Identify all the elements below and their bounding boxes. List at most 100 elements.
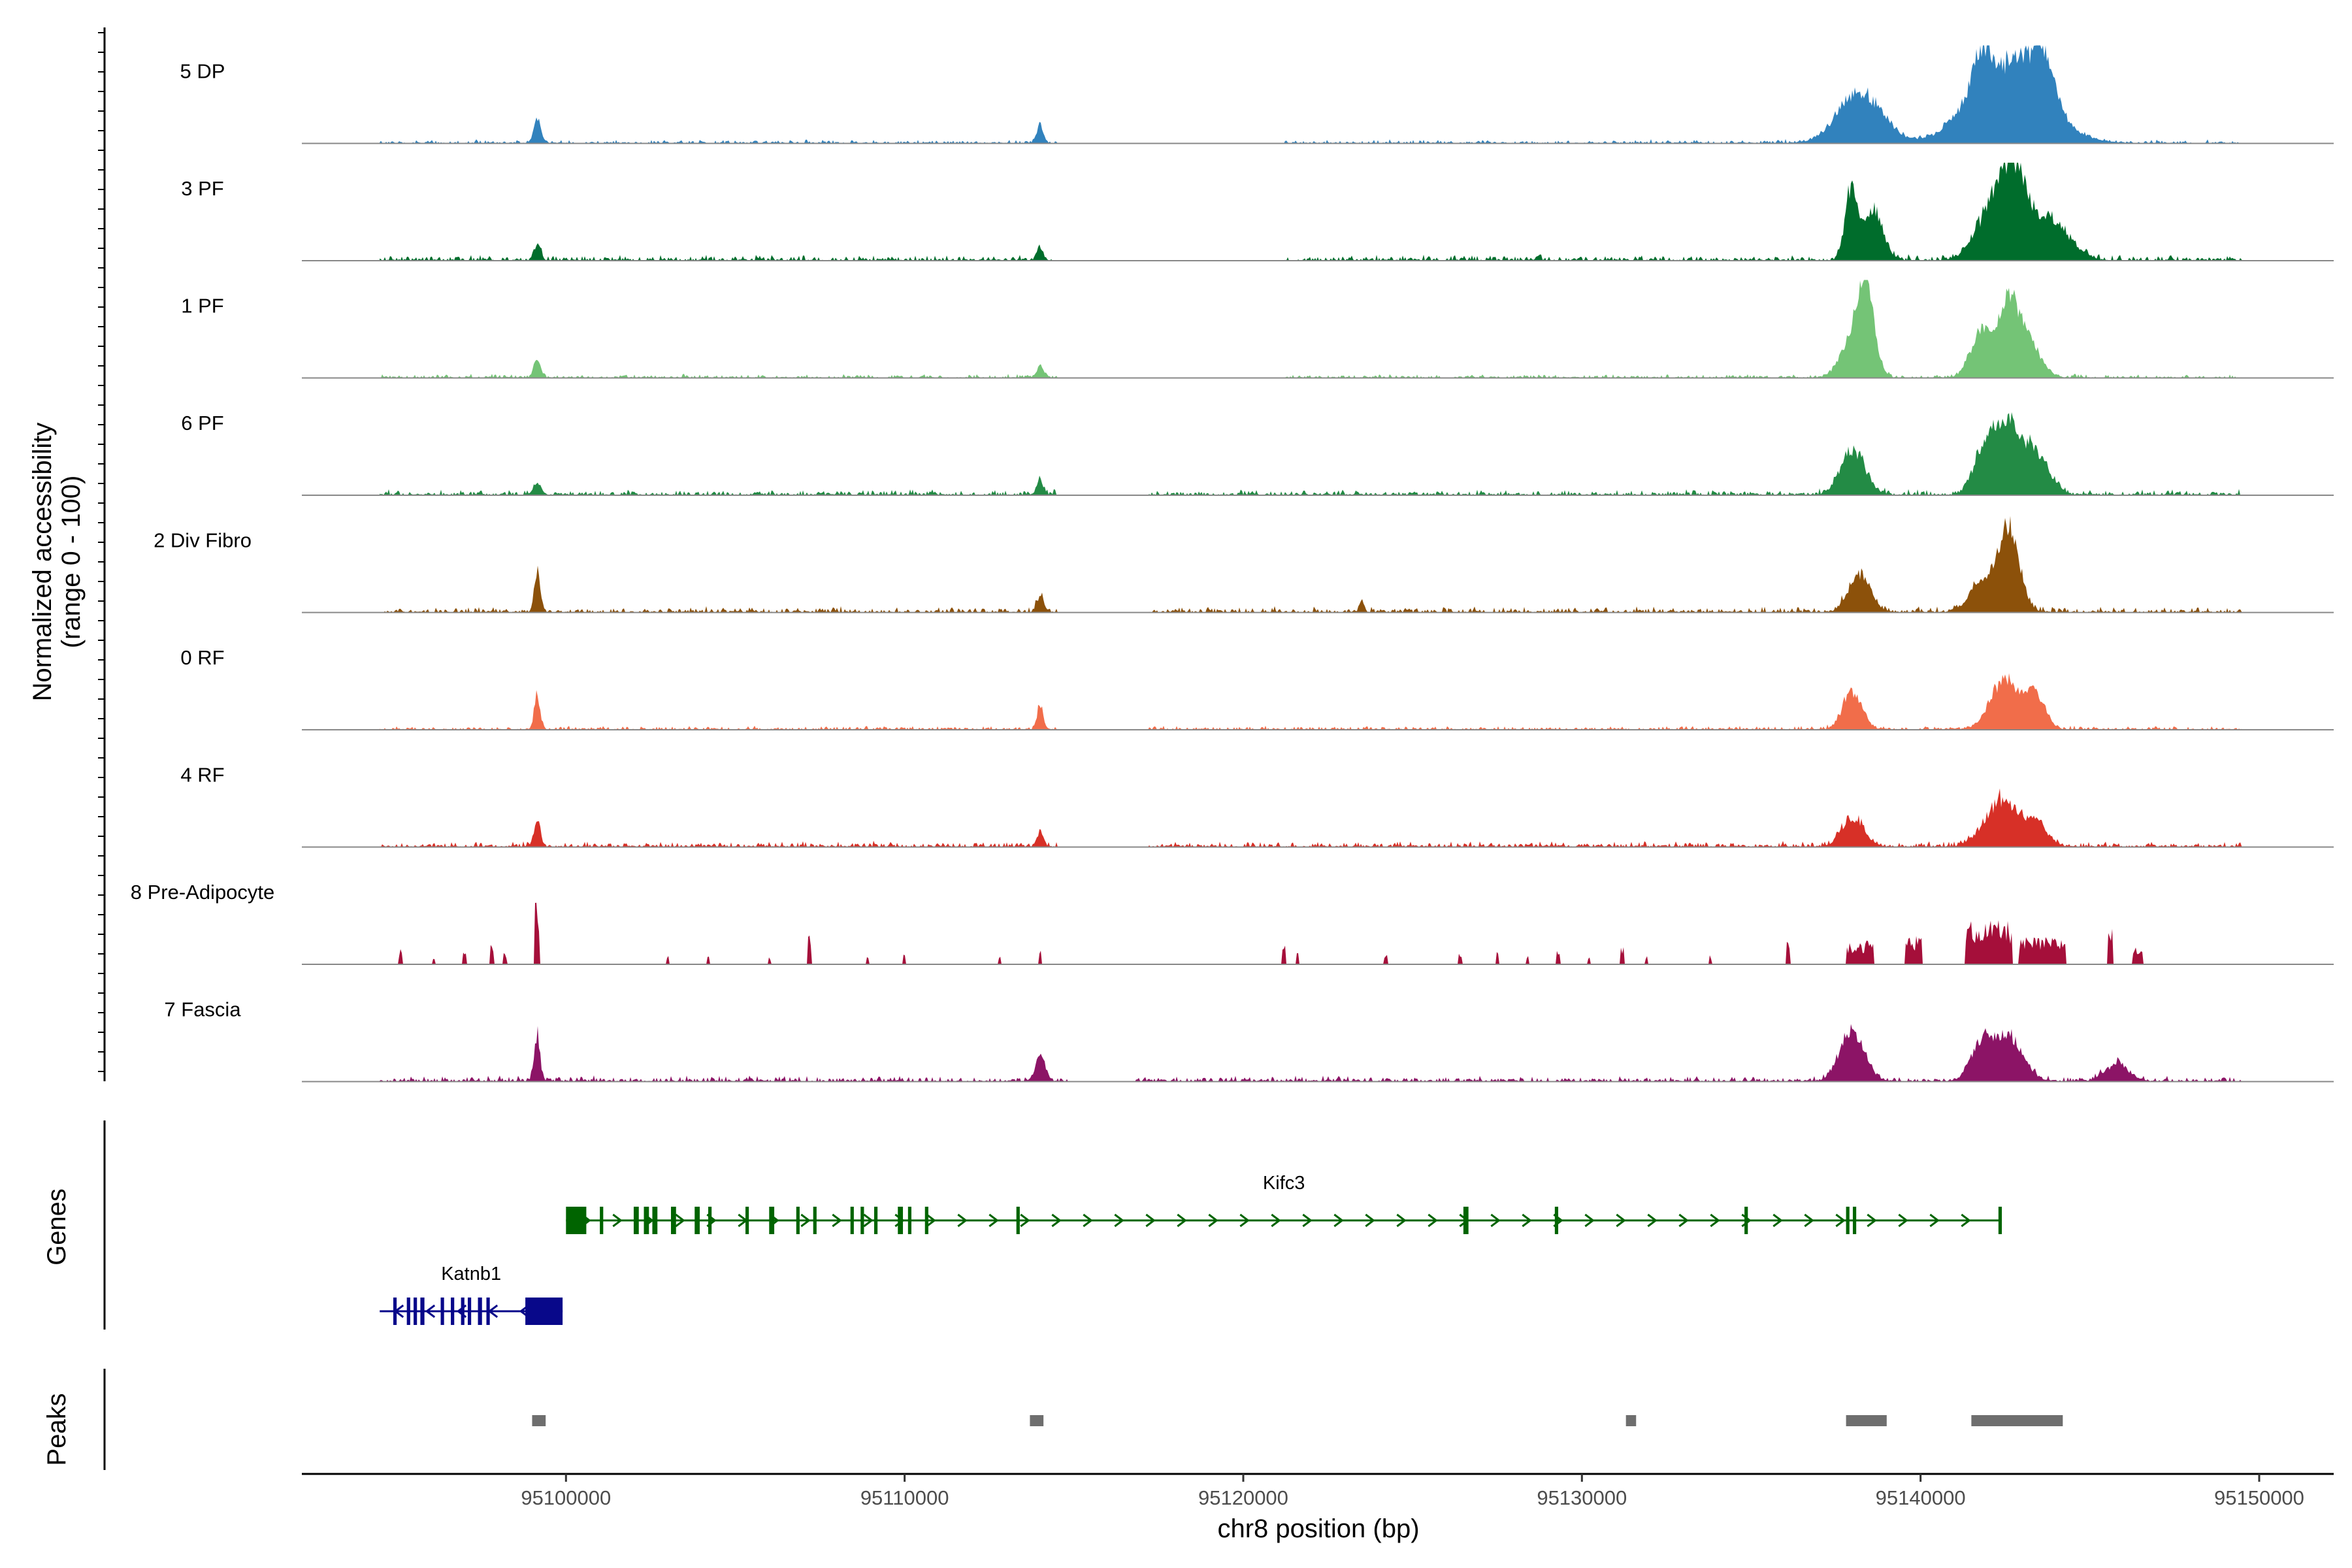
- track-label: 6 PF: [181, 412, 223, 434]
- peak-region: [532, 1415, 546, 1426]
- y-axis-title-line-2: (range 0 - 100): [57, 476, 86, 649]
- coverage-tracks: 5 DP 3 PF 1 PF 6 PF 2 Div Fibro 0 RF 4 RF 8 Pre…: [131, 45, 2334, 1083]
- gene-exon: [652, 1207, 658, 1234]
- gene-exon: [478, 1298, 482, 1325]
- strand-chevron: [1867, 1213, 1877, 1228]
- track-label: 0 RF: [180, 646, 224, 669]
- gene-exon: [633, 1207, 639, 1234]
- gene-exon: [796, 1207, 800, 1234]
- gene-exon: [440, 1298, 444, 1325]
- gene-exon: [393, 1298, 397, 1325]
- y-axis-title-line-1: Normalized accessibility: [28, 423, 57, 702]
- track-label: 1 PF: [181, 295, 223, 318]
- strand-chevron: [1302, 1213, 1313, 1228]
- strand-chevron: [1239, 1213, 1250, 1228]
- track-label: 2 Div Fibro: [154, 529, 252, 552]
- coverage-area: [380, 163, 2242, 261]
- strand-chevron: [1898, 1213, 1908, 1228]
- gene-exon: [1463, 1207, 1469, 1234]
- gene-exon: [708, 1207, 712, 1234]
- track-1-pf: 1 PF: [181, 280, 2334, 379]
- track-6-pf: 6 PF: [181, 412, 2334, 496]
- gene-exon: [860, 1207, 864, 1234]
- track-label: 4 RF: [180, 764, 224, 787]
- gene-exon: [525, 1298, 563, 1325]
- strand-chevron: [1929, 1213, 1940, 1228]
- strand-chevron: [1584, 1213, 1595, 1228]
- track-8-pre-adipocyte: 8 Pre-Adipocyte: [131, 881, 2334, 965]
- strand-chevron: [988, 1213, 999, 1228]
- strand-chevron: [1365, 1213, 1375, 1228]
- y-axis: [98, 27, 106, 1081]
- gene-exon: [898, 1207, 904, 1234]
- x-axis-title: chr8 position (bp): [1217, 1514, 1419, 1543]
- peak-annotation-track: [103, 1369, 2063, 1470]
- strand-chevron: [1020, 1213, 1030, 1228]
- track-4-rf: 4 RF: [180, 764, 2334, 848]
- track-0-rf: 0 RF: [180, 646, 2334, 730]
- strand-chevron: [863, 1213, 874, 1228]
- coverage-area: [380, 788, 2242, 847]
- x-tick-label: 95110000: [860, 1486, 949, 1509]
- strand-chevron: [612, 1213, 623, 1228]
- strand-chevron: [1177, 1213, 1187, 1228]
- gene-exon: [745, 1207, 749, 1234]
- strand-chevron: [957, 1213, 968, 1228]
- gene-katnb1: Katnb1: [380, 1264, 563, 1325]
- track-label: 3 PF: [181, 177, 223, 200]
- peak-region: [1030, 1415, 1044, 1426]
- coverage-area: [380, 1024, 2242, 1082]
- strand-chevron: [926, 1213, 936, 1228]
- strand-chevron: [1961, 1213, 1971, 1228]
- strand-chevron: [1616, 1213, 1626, 1228]
- track-3-pf: 3 PF: [181, 163, 2334, 261]
- gene-kifc3: Kifc3: [566, 1173, 2002, 1234]
- gene-exon: [644, 1207, 649, 1234]
- strand-chevron: [1333, 1213, 1344, 1228]
- peak-region: [1846, 1415, 1887, 1426]
- track-7-fascia: 7 Fascia: [164, 998, 2334, 1083]
- x-axis: 95100000 95110000 95120000 95130000 95140000…: [302, 1473, 2334, 1509]
- strand-chevron: [1490, 1213, 1501, 1228]
- gene-label: Katnb1: [441, 1264, 501, 1284]
- gene-exon: [813, 1207, 817, 1234]
- strand-chevron: [425, 1304, 436, 1318]
- track-label: 8 Pre-Adipocyte: [131, 881, 275, 904]
- coverage-area: [380, 515, 2242, 613]
- gene-exon: [600, 1207, 604, 1234]
- coverage-area: [380, 412, 2242, 495]
- strand-chevron: [1772, 1213, 1783, 1228]
- gene-exon: [1852, 1207, 1857, 1234]
- gene-exon: [1554, 1207, 1559, 1234]
- x-tick-label: 95140000: [1876, 1486, 1966, 1509]
- strand-chevron: [1835, 1213, 1846, 1228]
- track-label: 5 DP: [180, 60, 225, 83]
- x-tick-label: 95100000: [521, 1486, 611, 1509]
- gene-exon: [566, 1207, 587, 1234]
- strand-chevron: [1396, 1213, 1407, 1228]
- gene-annotation-track: Katnb1 Kifc3: [103, 1120, 2002, 1330]
- gene-exon: [874, 1207, 878, 1234]
- track-5-dp: 5 DP: [180, 45, 2334, 144]
- gene-exon: [486, 1298, 490, 1325]
- peak-region: [1625, 1415, 1637, 1426]
- gene-exon: [670, 1207, 676, 1234]
- gene-exon: [467, 1298, 472, 1325]
- gene-exon: [420, 1298, 425, 1325]
- coverage-area: [380, 902, 2242, 964]
- strand-chevron: [1271, 1213, 1281, 1228]
- gene-label: Kifc3: [1263, 1173, 1305, 1194]
- strand-chevron: [1804, 1213, 1814, 1228]
- strand-chevron: [1083, 1213, 1093, 1228]
- strand-chevron: [1114, 1213, 1124, 1228]
- gene-exon: [451, 1298, 455, 1325]
- strand-chevron: [1208, 1213, 1218, 1228]
- strand-chevron: [1678, 1213, 1689, 1228]
- coverage-area: [380, 280, 2242, 378]
- strand-chevron: [832, 1213, 842, 1228]
- gene-exon: [850, 1207, 854, 1234]
- gene-exon: [1016, 1207, 1020, 1234]
- peak-region: [1971, 1415, 2063, 1426]
- track-2-div-fibro: 2 Div Fibro: [154, 515, 2334, 613]
